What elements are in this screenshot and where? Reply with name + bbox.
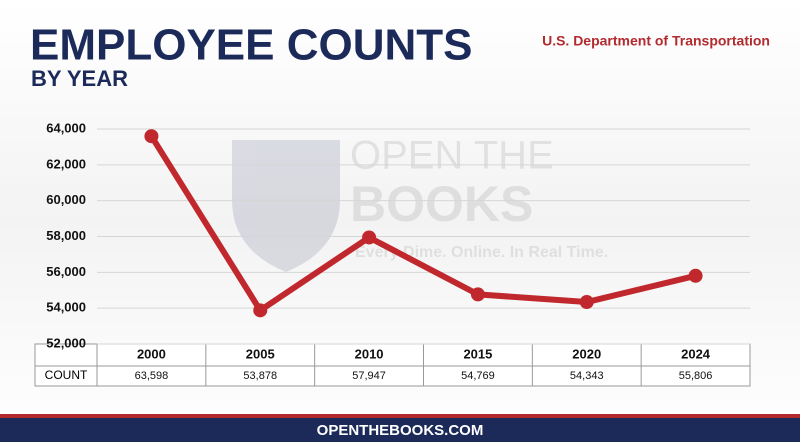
watermark-shield	[232, 140, 340, 272]
data-line	[148, 134, 697, 314]
data-label: 54,769	[461, 370, 495, 382]
y-tick-label: 64,000	[46, 120, 86, 135]
y-tick-label: 60,000	[46, 192, 86, 207]
data-point	[144, 129, 159, 144]
data-label: 53,878	[243, 370, 277, 382]
footer-stripe	[0, 414, 800, 418]
y-tick-label: 54,000	[46, 300, 86, 315]
chart-subtitle: BY YEAR	[31, 66, 128, 91]
data-point	[688, 268, 703, 283]
data-table: COUNT 2000 63,598 2005 53,878 2010 57,947 2015…	[34, 343, 751, 387]
footer-text: OPENTHEBOOKS.COM	[317, 422, 484, 439]
data-point	[470, 287, 485, 302]
x-tick-label: 2015	[463, 346, 492, 361]
data-point	[253, 303, 268, 318]
table-frame	[34, 343, 751, 387]
data-label: 57,947	[352, 370, 386, 382]
y-tick-label: 56,000	[46, 264, 86, 279]
data-label: 55,806	[679, 370, 713, 382]
x-tick-label: 2024	[681, 346, 711, 361]
watermark: OPEN THE BOOKS Every Dime. Online. In Re…	[232, 134, 608, 272]
x-tick-label: 2010	[355, 346, 384, 361]
y-tick-label: 58,000	[46, 228, 86, 243]
x-tick-label: 2020	[572, 346, 601, 361]
watermark-text: Every Dime. Online. In Real Time.	[355, 244, 608, 261]
footer-bar	[0, 418, 800, 442]
chart-title: EMPLOYEE COUNTS	[30, 21, 473, 70]
data-label: 54,343	[570, 370, 604, 382]
y-tick-label: 52,000	[46, 335, 86, 350]
data-point	[579, 295, 594, 310]
row-label: COUNT	[45, 368, 88, 382]
watermark-text: OPEN THE	[350, 134, 554, 178]
x-tick-label: 2005	[246, 346, 275, 361]
source: U.S. Department of Transportation	[542, 33, 770, 49]
x-tick-label: 2000	[137, 346, 166, 361]
data-label: 63,598	[135, 370, 169, 382]
watermark-text: BOOKS	[350, 176, 533, 232]
data-point	[362, 230, 377, 245]
y-tick-label: 62,000	[46, 156, 86, 171]
